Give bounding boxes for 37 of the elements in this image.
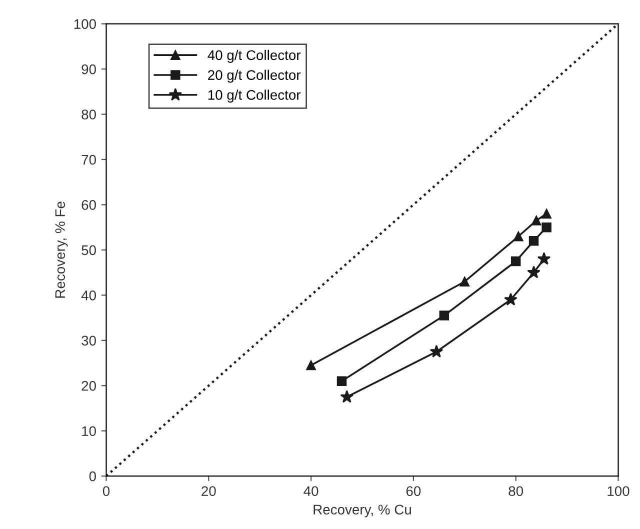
point — [306, 360, 316, 370]
point — [527, 266, 540, 278]
point — [504, 292, 518, 306]
legend-label: 20 g/t Collector — [208, 70, 301, 83]
point — [537, 252, 551, 265]
point — [430, 344, 444, 358]
y-tick-label: 0 — [89, 471, 96, 482]
point — [531, 216, 542, 226]
y-tick-label: 70 — [82, 154, 96, 165]
y-tick-label: 50 — [82, 245, 96, 256]
y-tick-label: 10 — [82, 426, 96, 436]
x-tick-label: 40 — [304, 486, 318, 496]
point — [542, 208, 552, 219]
x-tick-label: 0 — [102, 486, 110, 496]
x-axis-title: Recovery, % Cu — [314, 504, 411, 518]
y-tick-label: 90 — [82, 64, 96, 74]
y-tick-label: 30 — [82, 336, 96, 346]
point — [510, 256, 521, 266]
y-tick-label: 100 — [74, 19, 96, 29]
point — [439, 310, 450, 320]
point — [460, 276, 470, 286]
point — [336, 376, 347, 386]
point — [340, 390, 354, 403]
x-tick-label: 20 — [202, 486, 216, 496]
legend-label: 40 g/t Collector — [208, 50, 301, 63]
legend-label: 10 g/t Collector — [208, 90, 301, 103]
y-tick-label: 60 — [82, 200, 96, 210]
y-tick-label: 80 — [82, 110, 96, 120]
point — [528, 236, 539, 246]
y-axis-title: Recovery, % Fe — [55, 202, 68, 298]
x-tick-label: 100 — [608, 486, 630, 496]
y-tick-label: 20 — [82, 380, 96, 391]
x-tick-label: 60 — [406, 486, 421, 496]
y-tick-label: 40 — [81, 290, 96, 300]
point — [514, 232, 524, 242]
x-tick-label: 80 — [508, 486, 524, 496]
point — [542, 222, 552, 232]
